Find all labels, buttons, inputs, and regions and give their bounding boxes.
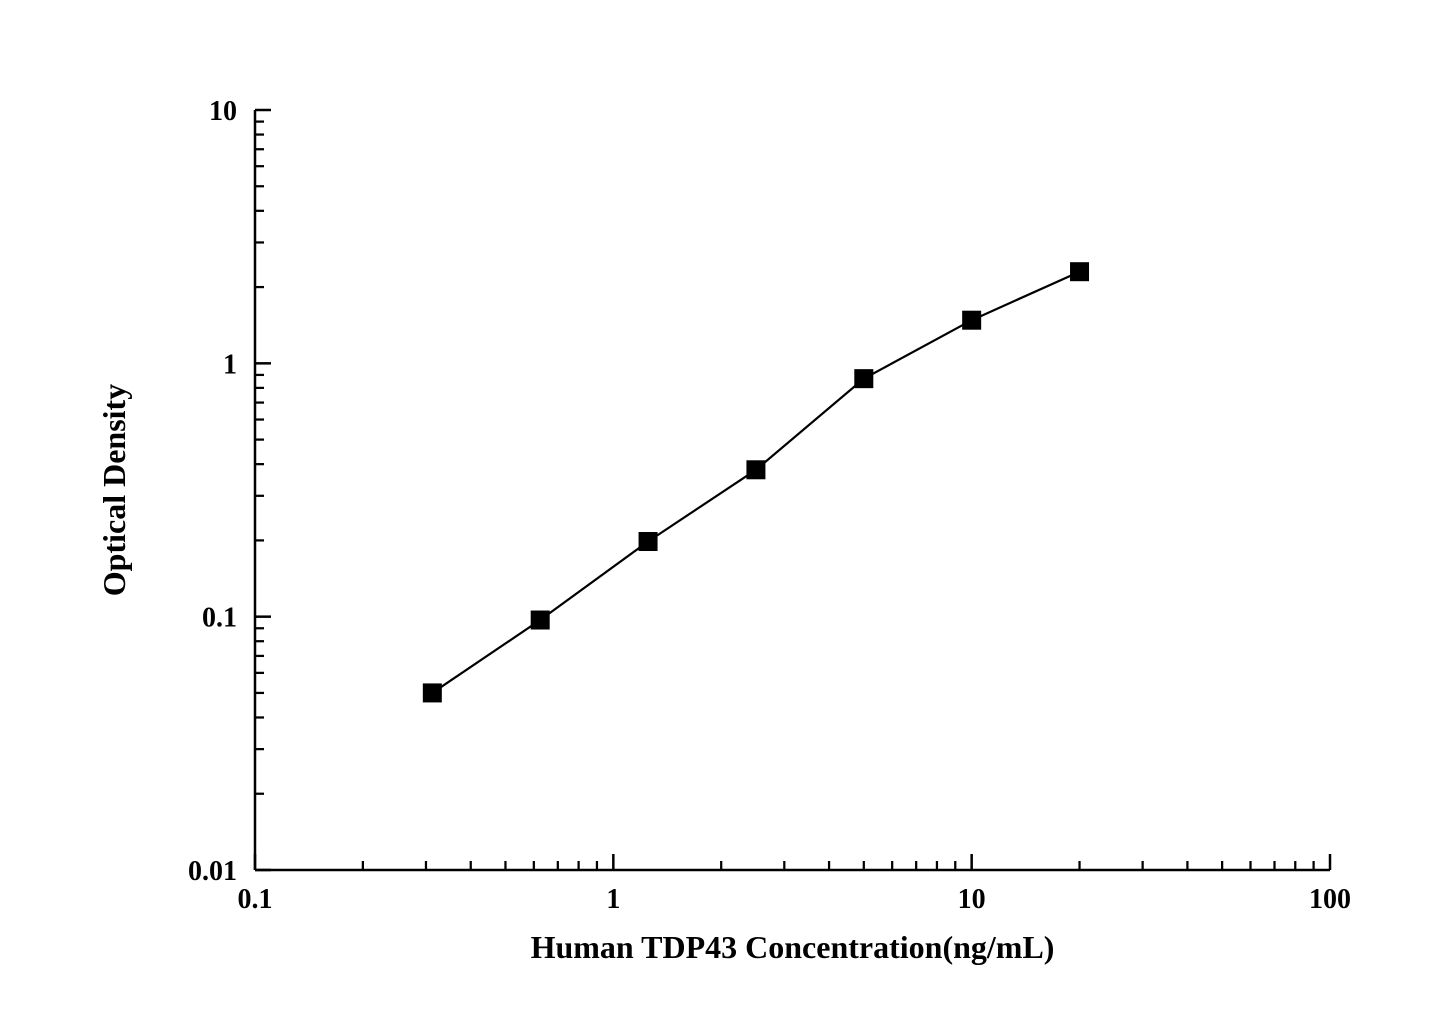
x-tick-label: 10 [958, 884, 986, 915]
standard-curve-chart: 0.11101000.010.1110Human TDP43 Concentra… [0, 0, 1445, 1009]
y-tick-label: 10 [209, 96, 237, 127]
y-tick-label: 0.1 [202, 603, 237, 634]
chart-container: 0.11101000.010.1110Human TDP43 Concentra… [0, 0, 1445, 1009]
data-point-marker [747, 461, 765, 479]
x-tick-label: 100 [1309, 884, 1351, 915]
y-axis-label: Optical Density [96, 384, 132, 596]
data-point-marker [1071, 263, 1089, 281]
data-point-marker [639, 533, 657, 551]
y-tick-label: 0.01 [188, 856, 237, 887]
x-tick-label: 0.1 [238, 884, 273, 915]
data-point-marker [531, 611, 549, 629]
data-point-marker [423, 684, 441, 702]
x-axis-label: Human TDP43 Concentration(ng/mL) [531, 929, 1055, 965]
y-tick-label: 1 [223, 349, 237, 380]
data-point-marker [855, 370, 873, 388]
data-point-marker [963, 311, 981, 329]
x-tick-label: 1 [606, 884, 620, 915]
